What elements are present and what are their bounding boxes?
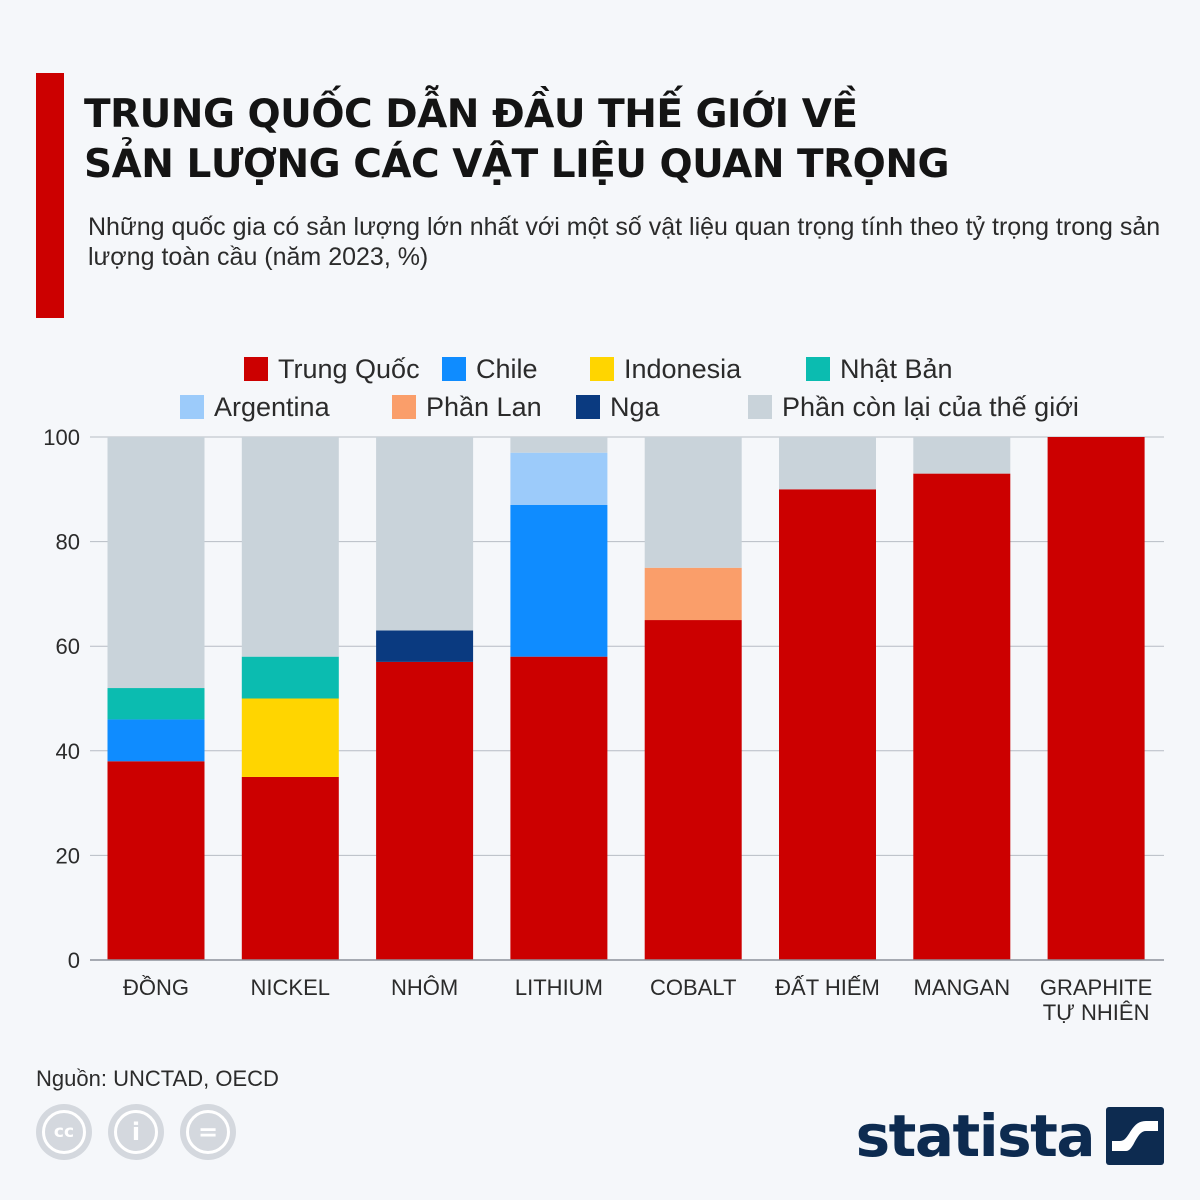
source-value: UNCTAD, OECD	[113, 1066, 279, 1091]
source-label: Nguồn:	[36, 1066, 107, 1091]
bar-segment-6-7	[913, 437, 1011, 474]
y-tick-label-60: 60	[56, 634, 80, 659]
license-icons: cc i =	[36, 1104, 236, 1164]
legend-label-4: Argentina	[214, 392, 331, 422]
bar-segment-2-7	[376, 437, 474, 631]
source-line: Nguồn: UNCTAD, OECD	[36, 1066, 279, 1092]
x-tick-label-3: LITHIUM	[515, 975, 603, 1000]
bar-segment-7-0	[1047, 437, 1145, 960]
legend-label-6: Nga	[610, 392, 661, 422]
legend-swatch-3	[806, 357, 830, 381]
bar-segment-4-7	[644, 437, 742, 568]
bar-segment-2-6	[376, 630, 474, 662]
bar-segment-1-0	[241, 776, 339, 960]
legend-label-2: Indonesia	[624, 354, 742, 384]
legend-swatch-2	[590, 357, 614, 381]
bar-segment-1-2	[241, 698, 339, 777]
legend-swatch-6	[576, 395, 600, 419]
legend-swatch-5	[392, 395, 416, 419]
y-tick-label-40: 40	[56, 739, 80, 764]
legend-label-0: Trung Quốc	[278, 354, 420, 384]
bar-segment-0-1	[107, 719, 205, 762]
x-tick-label-2: NHÔM	[391, 975, 458, 1000]
legend-label-1: Chile	[476, 354, 538, 384]
legend-swatch-4	[180, 395, 204, 419]
bar-segment-1-3	[241, 656, 339, 699]
x-tick-label-0: ĐỒNG	[123, 975, 189, 1000]
bar-segment-2-0	[376, 661, 474, 960]
x-tick-label-4: COBALT	[650, 975, 736, 1000]
bar-segment-0-3	[107, 688, 205, 720]
x-tick-label-6: MANGAN	[914, 975, 1011, 1000]
bar-segment-5-7	[779, 437, 876, 490]
bar-segment-0-0	[107, 761, 205, 960]
subtitle: Những quốc gia có sản lượng lớn nhất với…	[88, 213, 1161, 271]
brand-name: statista	[855, 1102, 1096, 1170]
legend-label-3: Nhật Bản	[840, 354, 953, 384]
y-tick-label-80: 80	[56, 530, 80, 555]
bar-segment-4-5	[644, 567, 742, 621]
x-tick-label-5: ĐẤT HIẾM	[775, 975, 880, 1000]
x-tick-label-1: NICKEL	[251, 975, 330, 1000]
bar-segment-0-7	[107, 437, 205, 689]
statista-logo[interactable]: statista	[856, 1102, 1164, 1170]
chart-container: Trung Quốc Chile Indonesia Nhật Bản Argentin…	[0, 340, 1200, 1040]
statista-logo-icon	[1106, 1107, 1164, 1165]
legend-label-5: Phần Lan	[426, 392, 542, 422]
attribution-icon[interactable]: i	[108, 1104, 164, 1160]
noderivs-icon[interactable]: =	[180, 1104, 236, 1160]
x-tick-label-7: GRAPHITE	[1040, 975, 1152, 1000]
bar-segment-4-0	[644, 620, 742, 960]
y-tick-label-20: 20	[56, 843, 80, 868]
title-line-1: TRUNG QUỐC DẪN ĐẦU THẾ GIỚI VỀ	[84, 92, 858, 137]
bar-segment-3-1	[510, 504, 608, 657]
x-tick-label-7-line1: TỰ NHIÊN	[1043, 1000, 1150, 1025]
legend-swatch-7	[748, 395, 772, 419]
bar-segment-3-0	[510, 656, 608, 960]
legend-label-7: Phần còn lại của thế giới	[782, 392, 1079, 422]
bar-segment-3-4	[510, 452, 608, 505]
accent-bar	[36, 73, 64, 318]
bar-segment-5-0	[779, 489, 876, 960]
title-line-2: SẢN LƯỢNG CÁC VẬT LIỆU QUAN TRỌNG	[84, 142, 949, 187]
legend-swatch-1	[442, 357, 466, 381]
y-tick-label-0: 0	[68, 948, 80, 973]
cc-icon[interactable]: cc	[36, 1104, 92, 1160]
stacked-bar-chart: Trung Quốc Chile Indonesia Nhật Bản Argentin…	[43, 354, 1164, 1025]
y-tick-label-100: 100	[43, 425, 80, 450]
bar-segment-1-7	[241, 437, 339, 657]
bar-segment-6-0	[913, 473, 1011, 960]
bar-segment-3-7	[510, 437, 608, 453]
page-title: TRUNG QUỐC DẪN ĐẦU THẾ GIỚI VỀ SẢN LƯỢNG…	[84, 90, 1184, 190]
legend-swatch-0	[244, 357, 268, 381]
